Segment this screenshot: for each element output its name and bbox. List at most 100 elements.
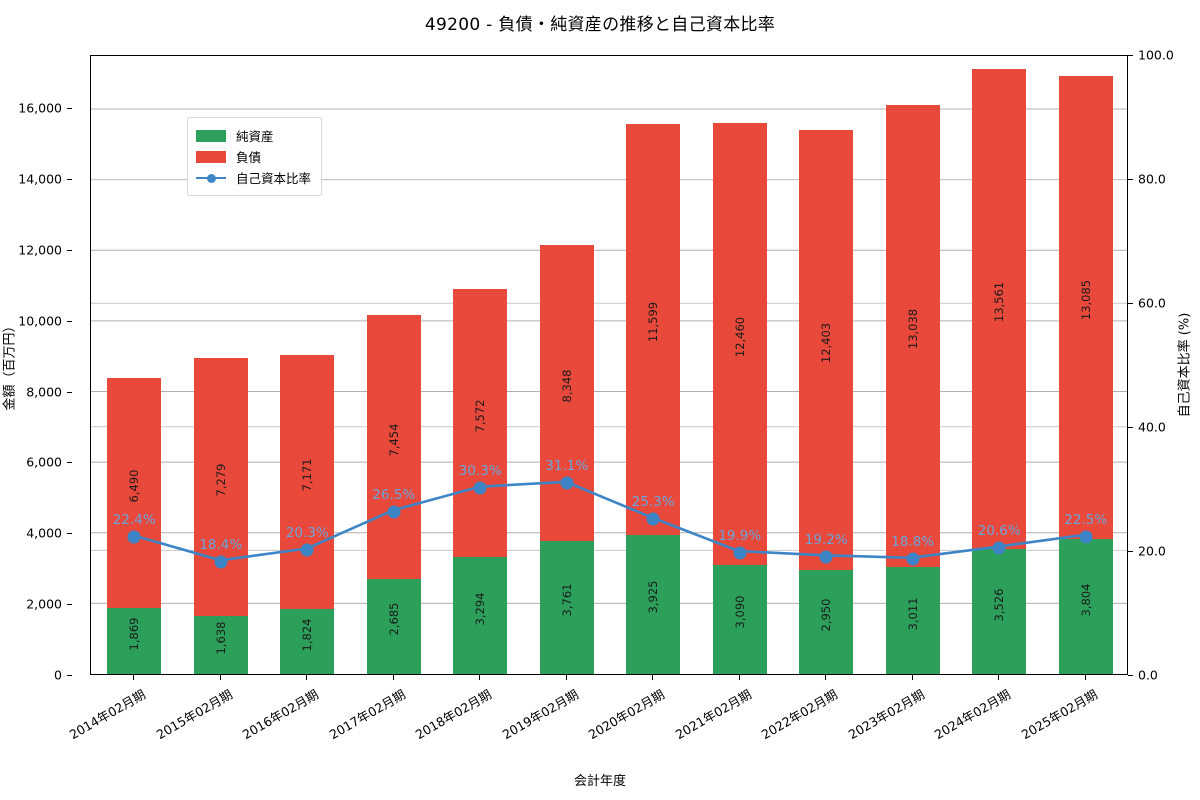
bar-segment-liabilities[interactable] <box>193 358 248 616</box>
line-marker[interactable] <box>819 550 833 564</box>
equity-ratio-label: 19.9% <box>718 527 762 544</box>
y-tick-label-left: 2,000 <box>26 596 62 612</box>
bar-segment-equity[interactable] <box>885 567 940 674</box>
y-tick-label-left: 4,000 <box>26 525 62 541</box>
line-marker[interactable] <box>646 512 660 526</box>
bar-group[interactable]: 1,824 7,171 <box>280 355 335 674</box>
equity-ratio-label: 20.3% <box>285 525 329 542</box>
bar-group[interactable]: 3,294 7,572 <box>453 289 508 674</box>
bar-segment-equity[interactable] <box>799 569 854 674</box>
equity-ratio-label: 26.5% <box>372 486 416 503</box>
x-tick-mark <box>652 675 654 680</box>
bar-group[interactable]: 3,526 13,561 <box>972 68 1027 674</box>
y-tick-label-left: 14,000 <box>18 171 62 187</box>
bar-group[interactable]: 3,090 12,460 <box>712 123 767 674</box>
y-tick-mark-right <box>1128 303 1133 304</box>
x-tick-mark <box>825 675 827 680</box>
legend-label-equity: 純資産 <box>236 129 274 144</box>
chart-title: 49200 - 負債・純資産の推移と自己資本比率 <box>424 15 776 35</box>
bar-group[interactable]: 3,761 8,348 <box>539 245 594 674</box>
equity-ratio-label: 30.3% <box>458 463 502 480</box>
y-tick-label-left: 16,000 <box>18 100 62 116</box>
bar-segment-liabilities[interactable] <box>972 68 1027 550</box>
x-tick-label: 2021年02月期 <box>672 686 754 743</box>
bar-group[interactable]: 2,685 7,454 <box>366 314 421 674</box>
x-tick-mark <box>306 675 308 680</box>
legend-label-equity-ratio: 自己資本比率 <box>236 171 312 186</box>
chart-legend: 純資産 負債 自己資本比率 <box>187 117 323 196</box>
bar-segment-equity[interactable] <box>107 607 162 674</box>
line-marker[interactable] <box>1079 530 1093 543</box>
line-marker[interactable] <box>387 505 401 519</box>
x-tick-mark <box>738 675 740 680</box>
bar-segment-liabilities[interactable] <box>539 245 594 541</box>
y-tick-label-right: 100.0 <box>1138 47 1174 63</box>
y-tick-mark-left <box>67 391 72 393</box>
bar-segment-equity[interactable] <box>712 564 767 674</box>
equity-ratio-label: 19.2% <box>804 531 848 548</box>
bar-series-layer: 1,869 6,490 1,638 7,279 1,824 7,171 2,68… <box>91 56 1127 674</box>
x-tick-label: 2025年02月期 <box>1018 686 1100 743</box>
y-tick-label-right: 20.0 <box>1138 543 1166 559</box>
y-tick-mark-left <box>67 320 72 322</box>
bar-segment-liabilities[interactable] <box>280 355 335 610</box>
y-tick-label-left: 12,000 <box>18 242 62 258</box>
bar-group[interactable]: 3,011 13,038 <box>885 105 940 674</box>
bar-segment-liabilities[interactable] <box>885 105 940 568</box>
bar-segment-equity[interactable] <box>366 578 421 674</box>
bar-segment-equity[interactable] <box>626 534 681 674</box>
x-tick-label: 2024年02月期 <box>931 686 1014 743</box>
bar-segment-equity[interactable] <box>972 549 1027 674</box>
line-marker[interactable] <box>473 481 487 495</box>
legend-item-equity: 純資産 <box>196 125 311 146</box>
x-tick-label: 2018年02月期 <box>412 686 495 743</box>
y-tick-mark-right <box>1128 55 1133 56</box>
bar-segment-liabilities[interactable] <box>366 314 421 579</box>
y-tick-mark-right <box>1128 427 1133 428</box>
line-marker[interactable] <box>127 530 141 544</box>
x-tick-label: 2022年02月期 <box>758 686 841 743</box>
equity-ratio-label: 20.6% <box>977 523 1021 540</box>
bar-segment-liabilities[interactable] <box>712 123 767 565</box>
bar-segment-liabilities[interactable] <box>799 130 854 570</box>
legend-item-equity-ratio: 自己資本比率 <box>196 167 311 188</box>
bar-group[interactable]: 3,925 11,599 <box>626 124 681 674</box>
bar-segment-equity[interactable] <box>453 557 508 674</box>
bar-segment-equity[interactable] <box>280 609 335 674</box>
line-marker[interactable] <box>906 552 920 566</box>
x-tick-mark <box>219 675 221 680</box>
bar-segment-liabilities[interactable] <box>453 289 508 558</box>
y-tick-label-left: 6,000 <box>26 454 62 470</box>
x-tick-mark <box>133 675 135 680</box>
bar-segment-liabilities[interactable] <box>1058 75 1113 540</box>
y-tick-label-right: 60.0 <box>1138 295 1166 311</box>
x-tick-label: 2017年02月期 <box>326 686 408 743</box>
line-marker[interactable] <box>300 543 314 557</box>
bar-segment-equity[interactable] <box>193 615 248 674</box>
line-marker[interactable] <box>214 555 228 569</box>
bar-group[interactable]: 1,638 7,279 <box>193 358 248 674</box>
y-axis-label-left: 金額（百万円） <box>2 319 18 411</box>
bar-group[interactable]: 1,869 6,490 <box>107 377 162 674</box>
y-tick-mark-right <box>1128 179 1133 180</box>
y-tick-mark-left <box>67 604 72 606</box>
equity-ratio-label: 18.4% <box>199 536 243 553</box>
bar-segment-equity[interactable] <box>539 540 594 674</box>
line-marker[interactable] <box>560 476 574 490</box>
bar-segment-equity[interactable] <box>1058 539 1113 674</box>
bar-segment-liabilities[interactable] <box>107 377 162 608</box>
x-tick-label: 2014年02月期 <box>66 686 149 743</box>
x-tick-label: 2016年02月期 <box>239 686 322 743</box>
x-tick-label: 2023年02月期 <box>845 686 927 743</box>
bar-group[interactable]: 3,804 13,085 <box>1058 75 1113 674</box>
bar-group[interactable]: 2,950 12,403 <box>799 130 854 674</box>
y-tick-label-right: 0.0 <box>1138 667 1158 683</box>
bar-segment-liabilities[interactable] <box>626 124 681 535</box>
y-tick-mark-right <box>1128 675 1133 676</box>
y-tick-mark-left <box>67 533 72 535</box>
line-marker[interactable] <box>733 546 747 560</box>
line-marker[interactable] <box>992 541 1006 555</box>
line-series-layer <box>91 56 1127 674</box>
equity-ratio-label: 22.4% <box>112 512 156 529</box>
